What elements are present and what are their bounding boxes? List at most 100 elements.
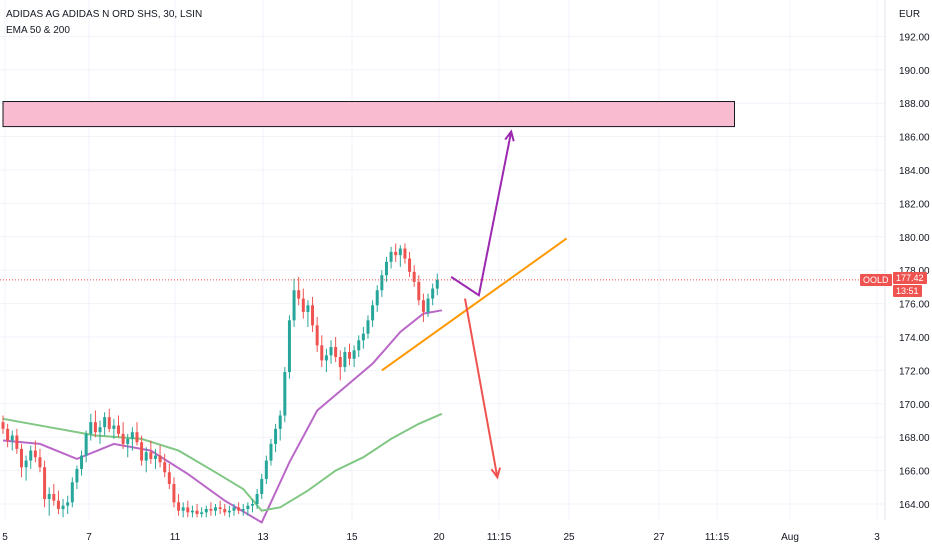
candle-body bbox=[140, 442, 144, 461]
candle-body bbox=[29, 450, 33, 461]
candle-body bbox=[33, 450, 37, 458]
ema-50-line bbox=[2, 309, 443, 524]
candle-body bbox=[43, 467, 47, 499]
candle-body bbox=[135, 432, 139, 443]
candle-body bbox=[389, 251, 393, 262]
candle-body bbox=[214, 507, 218, 511]
candle-body bbox=[190, 510, 194, 513]
candle-body bbox=[80, 455, 84, 469]
candle-body bbox=[255, 493, 259, 504]
candle-body bbox=[315, 325, 319, 346]
candle-body bbox=[301, 298, 305, 312]
candle-body bbox=[84, 433, 88, 456]
candle-body bbox=[172, 483, 176, 503]
y-tick-label: 190.00 bbox=[899, 66, 930, 77]
x-tick-label: 20 bbox=[433, 532, 445, 543]
candle-body bbox=[274, 428, 278, 444]
candle-body bbox=[324, 355, 328, 361]
candle-body bbox=[260, 478, 264, 494]
candle-body bbox=[204, 509, 208, 513]
y-tick-label: 182.00 bbox=[899, 199, 930, 210]
candle-body bbox=[56, 500, 60, 510]
candle-body bbox=[283, 372, 287, 416]
candle-body bbox=[126, 438, 130, 444]
candle-body bbox=[177, 502, 181, 511]
candle-body bbox=[227, 510, 231, 513]
candle-body bbox=[75, 468, 79, 483]
y-tick-label: 176.00 bbox=[899, 300, 930, 311]
x-tick-label: 3 bbox=[874, 532, 880, 543]
candle-body bbox=[329, 347, 333, 356]
y-tick-label: 166.00 bbox=[899, 467, 930, 478]
indicator-label[interactable]: EMA 50 & 200 bbox=[6, 25, 70, 36]
candle-body bbox=[250, 504, 254, 506]
candle-body bbox=[398, 248, 402, 256]
bullish-arrow bbox=[450, 131, 513, 297]
price-axis: 192.00 190.00 188.00 186.00 184.00 182.00 180.… bbox=[899, 32, 930, 511]
candle-body bbox=[334, 347, 338, 358]
y-tick-label: 172.00 bbox=[899, 366, 930, 377]
candle-body bbox=[287, 320, 291, 373]
candle-body bbox=[246, 505, 250, 510]
candle-body bbox=[343, 352, 347, 368]
y-tick-label: 178.00 bbox=[899, 266, 930, 277]
candle-body bbox=[47, 493, 51, 499]
price-tag-countdown: 13:51 bbox=[893, 285, 922, 297]
candle-body bbox=[61, 505, 65, 510]
x-tick-label: 15 bbox=[346, 532, 358, 543]
candle-body bbox=[163, 462, 167, 473]
candle-body bbox=[107, 417, 111, 429]
candle-body bbox=[320, 345, 324, 361]
candle-body bbox=[357, 340, 361, 351]
x-tick-label: 11:15 bbox=[487, 532, 512, 543]
candle-body bbox=[19, 448, 23, 468]
candle-body bbox=[403, 248, 407, 259]
candle-body bbox=[338, 357, 342, 368]
grid bbox=[0, 0, 885, 520]
candle-body bbox=[167, 472, 171, 484]
candle-body bbox=[241, 509, 245, 511]
candle-body bbox=[292, 290, 296, 321]
y-tick-label: 180.00 bbox=[899, 233, 930, 244]
y-tick-label: 164.00 bbox=[899, 500, 930, 511]
candle-body bbox=[371, 305, 375, 321]
candle-body bbox=[218, 507, 222, 510]
candle-body bbox=[70, 482, 74, 503]
candle-body bbox=[158, 455, 162, 463]
candle-body bbox=[209, 509, 213, 511]
candles bbox=[1, 243, 439, 518]
price-tag-price: 177.42 bbox=[893, 272, 927, 284]
candle-body bbox=[348, 352, 351, 359]
candle-body bbox=[306, 305, 310, 312]
y-tick-label: 192.00 bbox=[899, 32, 930, 43]
x-tick-label: 25 bbox=[563, 532, 575, 543]
candle-body bbox=[93, 422, 97, 433]
trendline bbox=[381, 237, 568, 372]
resistance-zone bbox=[2, 101, 735, 128]
candle-body bbox=[435, 279, 439, 289]
candle-body bbox=[130, 432, 134, 439]
candle-body bbox=[311, 305, 315, 326]
x-tick-label: 11:15 bbox=[705, 532, 730, 543]
candle-body bbox=[412, 271, 416, 282]
candle-body bbox=[103, 417, 107, 428]
currency-label: EUR bbox=[899, 9, 920, 20]
candle-body bbox=[181, 507, 185, 511]
candle-body bbox=[278, 415, 282, 429]
candle-body bbox=[200, 512, 204, 515]
y-tick-label: 186.00 bbox=[899, 133, 930, 144]
candle-body bbox=[98, 427, 102, 433]
candle-body bbox=[264, 460, 268, 479]
x-tick-label: Aug bbox=[781, 532, 799, 543]
candle-body bbox=[269, 443, 273, 461]
x-tick-label: 27 bbox=[653, 532, 665, 543]
y-tick-label: 188.00 bbox=[899, 99, 930, 110]
candle-body bbox=[394, 251, 398, 256]
candle-body bbox=[408, 258, 412, 272]
x-tick-label: 11 bbox=[170, 532, 181, 543]
candle-body bbox=[66, 502, 70, 506]
candle-body bbox=[6, 428, 10, 441]
candle-body bbox=[1, 422, 5, 429]
y-tick-label: 184.00 bbox=[899, 166, 930, 177]
